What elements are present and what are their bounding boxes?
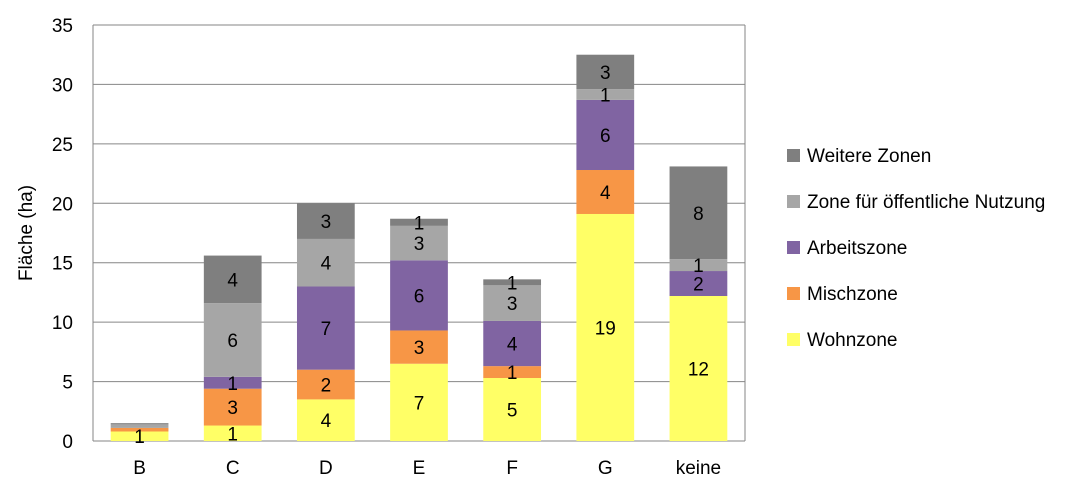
bar-segment: [576, 54, 635, 90]
data-label: 4: [321, 254, 332, 275]
bar-segment: [576, 99, 635, 171]
x-tick-label: B: [133, 458, 146, 479]
bar-segment: [390, 218, 448, 226]
x-tick-label: D: [319, 458, 333, 479]
bar-segment: [203, 388, 262, 426]
data-label: 1: [227, 374, 238, 395]
data-label: 1: [414, 213, 425, 234]
bar-segment: [390, 330, 448, 364]
data-label: 6: [600, 126, 611, 147]
data-label: 3: [600, 63, 611, 84]
bar-segment: [483, 279, 542, 286]
bar-segment: [483, 366, 542, 379]
data-label: 12: [688, 359, 709, 380]
x-tick-label: E: [413, 458, 426, 479]
bar-segment: [110, 424, 169, 428]
bar-segment: [203, 303, 262, 377]
bar-segment: [483, 378, 542, 441]
bar-segment: [390, 260, 448, 331]
bar-segment: [576, 89, 635, 100]
legend-label: Wohnzone: [807, 330, 898, 351]
bar-segment: [296, 238, 355, 287]
bar-segment: [203, 255, 262, 304]
y-tick-label: 20: [52, 194, 73, 215]
y-tick-label: 0: [62, 432, 73, 453]
data-label: 2: [693, 275, 704, 296]
bar-segment: [669, 271, 728, 296]
y-tick-label: 15: [52, 254, 73, 275]
bar-segment: [203, 425, 262, 441]
bar-segment: [296, 203, 355, 239]
data-label: 6: [414, 286, 425, 307]
y-tick-label: 35: [52, 16, 73, 37]
data-label: 4: [600, 183, 611, 204]
legend-label: Arbeitszone: [807, 238, 907, 259]
y-axis-label: Fläche (ha): [16, 185, 37, 281]
bar-segment: [390, 225, 448, 261]
legend-label: Zone für öffentliche Nutzung: [807, 192, 1045, 213]
y-tick-label: 30: [52, 75, 73, 96]
bar-segment: [110, 423, 169, 425]
data-label: 3: [227, 398, 238, 419]
data-label: 2: [321, 376, 332, 397]
bar-segment: [110, 427, 169, 432]
y-axis-ticks: 0 5 10 15 20 25 30 35: [52, 16, 73, 453]
bar-segment: [483, 320, 542, 367]
bar-segment: [576, 213, 635, 441]
y-tick-label: 10: [52, 313, 73, 334]
data-label: 5: [507, 401, 518, 422]
x-tick-label: G: [598, 458, 613, 479]
data-label: 8: [693, 204, 704, 225]
data-label: 1: [134, 427, 145, 448]
data-label: 3: [321, 212, 332, 233]
bar-segment: [203, 376, 262, 389]
data-label: 1: [507, 363, 518, 384]
bar-segment: [390, 363, 448, 441]
bar-segment: [669, 166, 728, 260]
legend-swatch: [787, 241, 800, 254]
bar-segment: [483, 285, 542, 321]
legend-swatch: [787, 149, 800, 162]
data-label: 1: [227, 424, 238, 445]
bar-segment: [669, 295, 728, 441]
data-label: 3: [507, 294, 518, 315]
data-label: 4: [321, 411, 332, 432]
data-label: 3: [414, 338, 425, 359]
x-tick-label: C: [226, 458, 240, 479]
gridlines: [92, 24, 746, 442]
data-label: 7: [321, 319, 332, 340]
legend-swatch: [787, 333, 800, 346]
data-label: 3: [414, 234, 425, 255]
bar-segment: [669, 259, 728, 272]
y-tick-label: 25: [52, 135, 73, 156]
data-label: 1: [507, 273, 518, 294]
bar-segment: [296, 369, 355, 400]
legend-label: Mischzone: [807, 284, 898, 305]
bar-segment: [110, 431, 169, 441]
x-tick-label: F: [506, 458, 518, 479]
bars: [110, 54, 728, 441]
legend-swatch: [787, 287, 800, 300]
legend-swatch: [787, 195, 800, 208]
y-tick-label: 5: [62, 373, 73, 394]
bar-segment: [576, 170, 635, 214]
data-label: 7: [414, 393, 425, 414]
data-label: 4: [227, 270, 238, 291]
x-tick-label: keine: [676, 458, 721, 479]
data-label: 1: [693, 256, 704, 277]
bar-segment: [296, 286, 355, 370]
data-label: 19: [595, 318, 616, 339]
legend: Weitere Zonen Zone für öffentliche Nutzun…: [787, 146, 1045, 351]
data-label: 1: [600, 86, 611, 107]
data-label: 4: [507, 335, 518, 356]
legend-label: Weitere Zonen: [807, 146, 931, 167]
data-label: 6: [227, 331, 238, 352]
bar-segment: [296, 399, 355, 441]
